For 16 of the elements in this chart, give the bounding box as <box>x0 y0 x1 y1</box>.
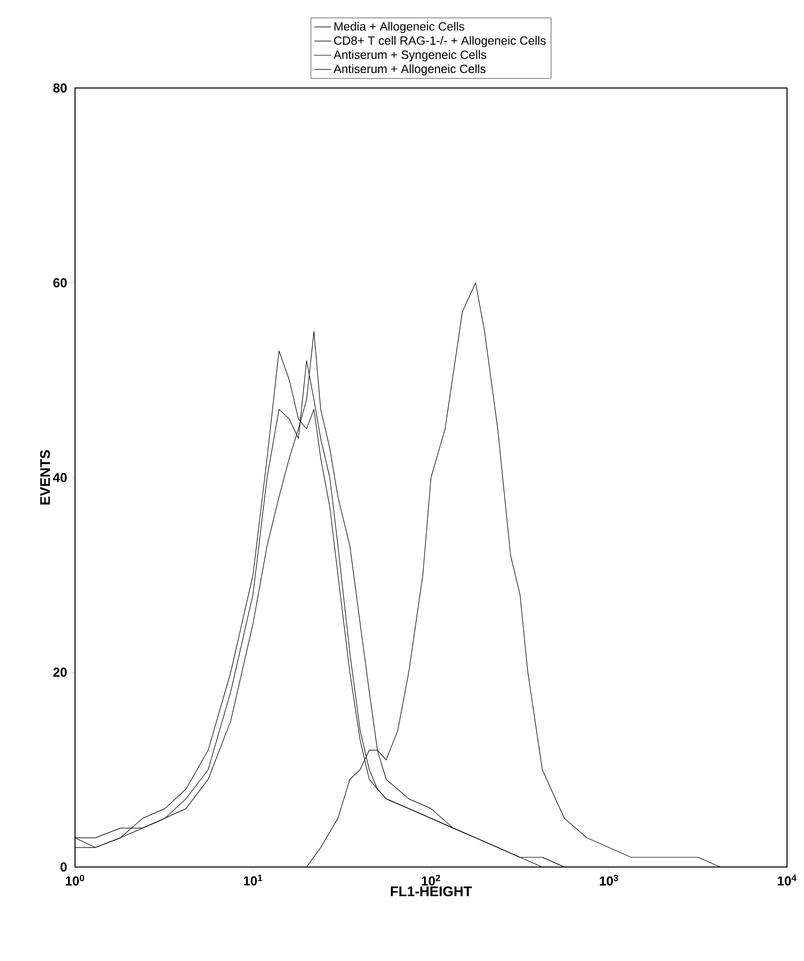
legend-label: Media + Allogeneic Cells <box>334 22 464 34</box>
x-tick-label: 10$^{1}$ <box>244 874 262 886</box>
x-tick-label: 10$^{0}$ <box>66 874 84 886</box>
y-tick-label: 0 <box>60 862 67 872</box>
legend-label: CD8+ T cell RAG-1-/- + Allogeneic Cells <box>334 36 546 48</box>
x-axis-title: FL1-HEIGHT <box>390 886 472 896</box>
x-tick-label: 10$^{3}$ <box>600 874 618 886</box>
x-tick-label: 10$^{4}$ <box>778 874 796 886</box>
y-axis-title: EVENTS <box>40 450 50 504</box>
y-tick-label: 20 <box>53 668 67 677</box>
y-tick-label: 80 <box>53 83 67 93</box>
y-tick-label: 40 <box>53 472 67 482</box>
legend-label: Antiserum + Allogeneic Cells <box>334 64 486 76</box>
legend-label: Antiserum + Syngeneic Cells <box>334 50 486 62</box>
y-tick-label: 60 <box>53 278 67 288</box>
x-tick-label: 10$^{2}$ <box>422 874 440 886</box>
